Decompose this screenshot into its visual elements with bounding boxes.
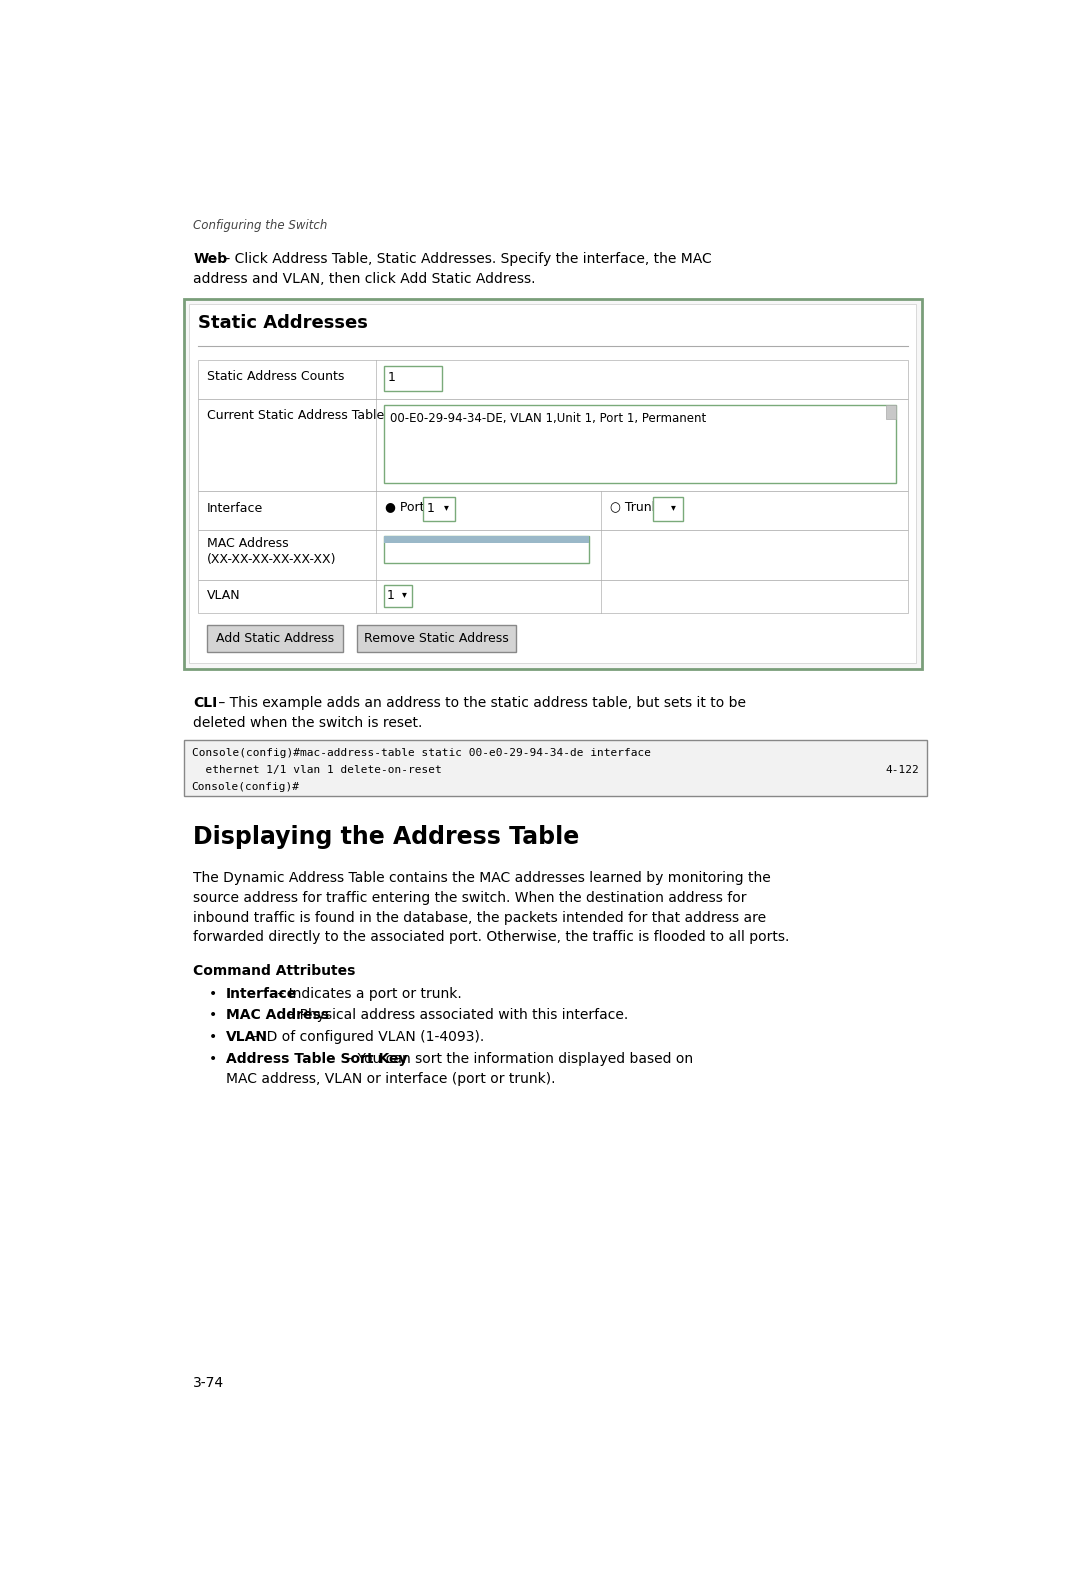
Bar [198, 491, 907, 529]
Bar [653, 498, 683, 521]
Text: ethernet 1/1 vlan 1 delete-on-reset: ethernet 1/1 vlan 1 delete-on-reset [191, 765, 442, 776]
Text: 4-122: 4-122 [886, 765, 919, 776]
Text: – Physical address associated with this interface.: – Physical address associated with this … [284, 1008, 627, 1022]
Text: Current Static Address Table: Current Static Address Table [207, 408, 384, 422]
Bar [198, 399, 907, 491]
Text: VLAN: VLAN [226, 1030, 268, 1044]
Text: (XX-XX-XX-XX-XX-XX): (XX-XX-XX-XX-XX-XX) [207, 553, 337, 565]
Text: Web: Web [193, 251, 227, 265]
Bar [184, 298, 921, 669]
Text: – Click Address Table, Static Addresses. Specify the interface, the MAC: – Click Address Table, Static Addresses.… [218, 251, 712, 265]
Text: ▾: ▾ [444, 502, 449, 512]
Text: deleted when the switch is reset.: deleted when the switch is reset. [193, 716, 422, 730]
Text: ○ Trunk: ○ Trunk [610, 501, 659, 513]
Text: •: • [208, 1008, 217, 1022]
Text: Remove Static Address: Remove Static Address [364, 631, 509, 645]
Bar [383, 535, 590, 564]
Text: ● Port: ● Port [386, 501, 424, 513]
Text: Interface: Interface [226, 988, 297, 1002]
Text: forwarded directly to the associated port. Otherwise, the traffic is flooded to : forwarded directly to the associated por… [193, 931, 789, 944]
Text: 1: 1 [427, 502, 434, 515]
Text: ▾: ▾ [402, 590, 406, 600]
Text: Command Attributes: Command Attributes [193, 964, 355, 978]
Text: •: • [208, 1030, 217, 1044]
Text: 1: 1 [387, 589, 395, 601]
Bar [383, 586, 411, 606]
Bar [198, 529, 907, 579]
Bar [184, 741, 927, 796]
Text: – You can sort the information displayed based on: – You can sort the information displayed… [341, 1052, 692, 1066]
Text: Address Table Sort Key: Address Table Sort Key [226, 1052, 407, 1066]
Bar [207, 625, 342, 652]
Text: Static Address Counts: Static Address Counts [207, 371, 345, 383]
Text: The Dynamic Address Table contains the MAC addresses learned by monitoring the: The Dynamic Address Table contains the M… [193, 871, 771, 885]
Bar [886, 405, 896, 419]
Text: Configuring the Switch: Configuring the Switch [193, 220, 327, 232]
Text: 3-74: 3-74 [193, 1375, 225, 1389]
Bar [383, 366, 442, 391]
Text: – ID of configured VLAN (1-4093).: – ID of configured VLAN (1-4093). [246, 1030, 484, 1044]
Text: inbound traffic is found in the database, the packets intended for that address : inbound traffic is found in the database… [193, 911, 766, 925]
Text: ▾: ▾ [671, 502, 675, 512]
Text: Add Static Address: Add Static Address [216, 631, 334, 645]
Text: •: • [208, 988, 217, 1002]
Bar [422, 498, 455, 521]
Text: Console(config)#: Console(config)# [191, 782, 299, 793]
Text: address and VLAN, then click Add Static Address.: address and VLAN, then click Add Static … [193, 272, 536, 286]
Text: 00-E0-29-94-34-DE, VLAN 1,Unit 1, Port 1, Permanent: 00-E0-29-94-34-DE, VLAN 1,Unit 1, Port 1… [390, 413, 706, 425]
Text: – This example adds an address to the static address table, but sets it to be: – This example adds an address to the st… [214, 696, 746, 710]
Text: CLI: CLI [193, 696, 217, 710]
Text: Displaying the Address Table: Displaying the Address Table [193, 826, 579, 849]
Text: •: • [208, 1052, 217, 1066]
Text: MAC address, VLAN or interface (port or trunk).: MAC address, VLAN or interface (port or … [226, 1072, 555, 1085]
Bar [383, 405, 896, 484]
Text: Static Addresses: Static Addresses [198, 314, 367, 331]
Bar [383, 535, 590, 543]
Text: MAC Address: MAC Address [226, 1008, 328, 1022]
Text: Console(config)#mac-address-table static 00-e0-29-94-34-de interface: Console(config)#mac-address-table static… [191, 749, 650, 758]
Text: VLAN: VLAN [207, 589, 241, 601]
Bar [189, 305, 916, 664]
Text: Interface: Interface [207, 502, 264, 515]
Bar [198, 579, 907, 614]
Bar [198, 360, 907, 399]
Text: MAC Address: MAC Address [207, 537, 288, 550]
Text: source address for traffic entering the switch. When the destination address for: source address for traffic entering the … [193, 892, 746, 904]
Text: 1: 1 [388, 371, 395, 385]
Bar [356, 625, 515, 652]
Text: – Indicates a port or trunk.: – Indicates a port or trunk. [273, 988, 462, 1002]
